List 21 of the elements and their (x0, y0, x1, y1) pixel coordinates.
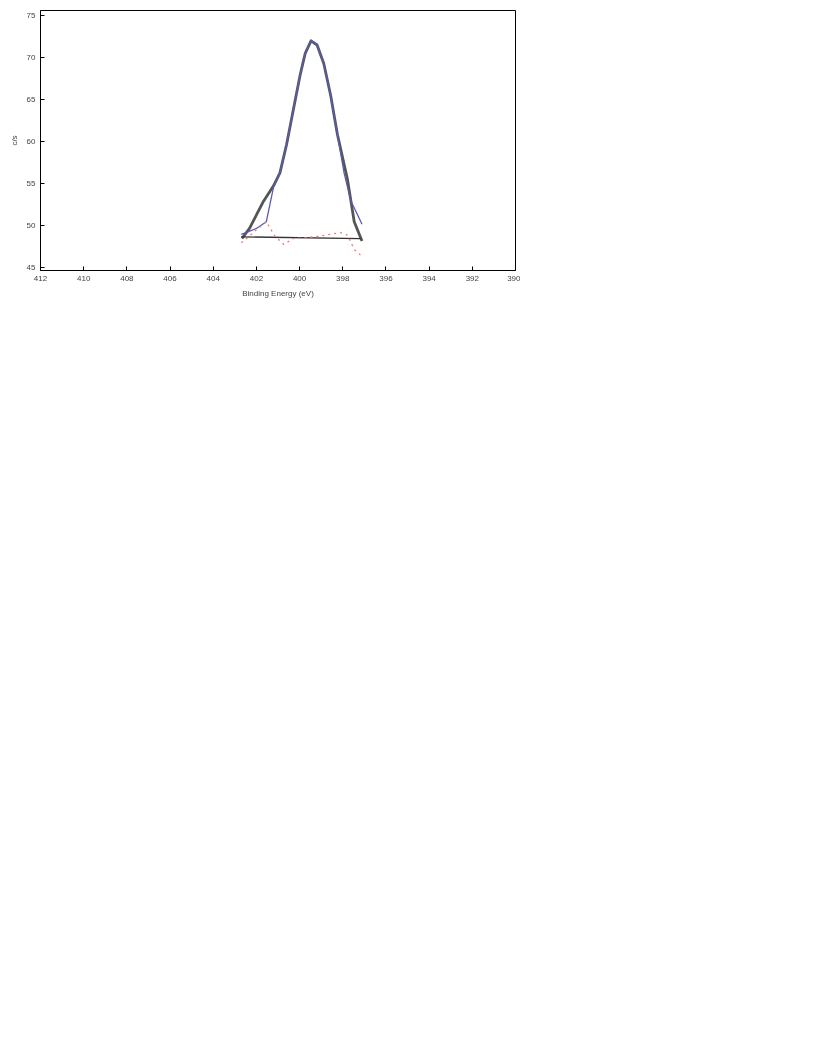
y-tick-label: 55 (26, 179, 37, 189)
x-tick-label: 400 (292, 273, 307, 283)
x-tick-label: 402 (249, 273, 264, 283)
x-tick-label: 394 (422, 273, 437, 283)
x-tick-label: 404 (206, 273, 221, 283)
x-tick-label: 396 (379, 273, 394, 283)
x-tick-label: 390 (507, 273, 522, 283)
y-tick-label: 60 (26, 137, 37, 147)
y-tick-label: 70 (26, 53, 37, 63)
x-tick-label: 406 (163, 273, 178, 283)
x-tick-label: 408 (120, 273, 135, 283)
y-tick-label: 75 (26, 11, 37, 21)
y-tick-label: 50 (26, 221, 37, 231)
x-tick-label: 392 (465, 273, 480, 283)
y-axis-title: c/s (9, 135, 19, 146)
x-tick-label: 412 (33, 273, 48, 283)
y-tick-label: 45 (26, 263, 37, 273)
x-tick-label: 398 (336, 273, 350, 283)
y-tick-label: 65 (26, 95, 37, 105)
x-tick-label: 410 (77, 273, 91, 283)
x-axis-title: Binding Energy (eV) (242, 288, 315, 298)
